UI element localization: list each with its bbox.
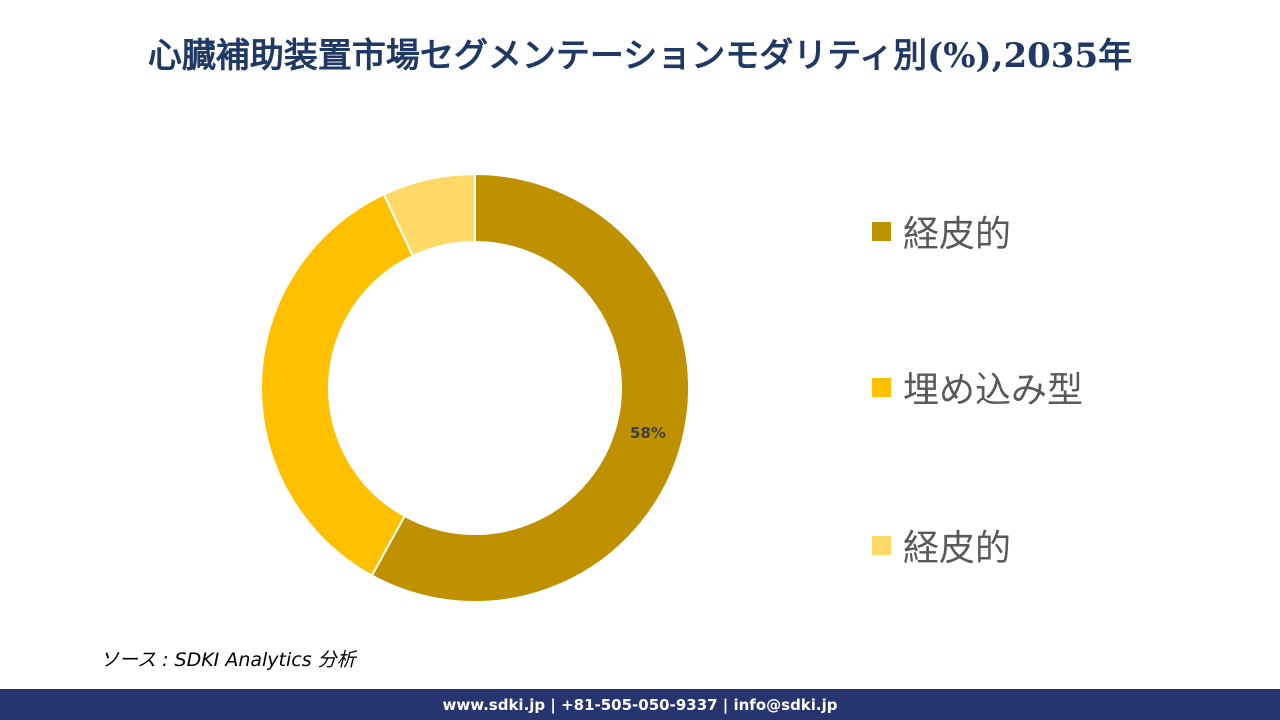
legend-item-3: 経皮的 bbox=[872, 519, 1011, 571]
legend-swatch-icon bbox=[872, 377, 891, 397]
legend-item-2: 埋め込み型 bbox=[872, 361, 1083, 413]
legend-item-1: 経皮的 bbox=[872, 205, 1011, 257]
source-note: ソース : SDKI Analytics 分析 bbox=[100, 649, 356, 671]
chart-title: 心臓補助装置市場セグメンテーションモダリティ別(%),2035年 bbox=[147, 36, 1133, 76]
legend-label: 埋め込み型 bbox=[903, 370, 1084, 411]
footer-contact: www.sdki.jp | +81-505-050-9337 | info@sd… bbox=[442, 695, 838, 714]
donut-segment-2 bbox=[260, 193, 415, 577]
legend-swatch-icon bbox=[872, 221, 891, 241]
donut-chart-svg bbox=[260, 172, 690, 603]
legend-label: 経皮的 bbox=[903, 528, 1012, 569]
donut-segment-3 bbox=[382, 172, 476, 258]
donut-chart: 58% bbox=[255, 168, 695, 608]
donut-segment-1 bbox=[370, 172, 690, 603]
legend-swatch-icon bbox=[872, 535, 891, 555]
legend-label: 経皮的 bbox=[903, 214, 1012, 255]
footer-bar: www.sdki.jp | +81-505-050-9337 | info@sd… bbox=[0, 689, 1280, 720]
data-label-segment-1: 58% bbox=[630, 424, 666, 442]
